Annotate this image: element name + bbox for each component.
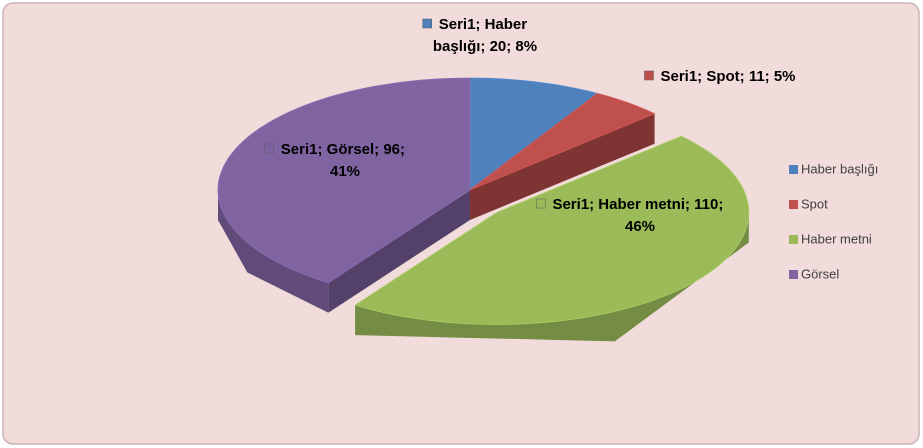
data-label: Seri1; Görsel; 96; 41% [281,141,409,180]
slice-top [469,92,656,191]
data-label: Seri1; Spot; 11; 5% [660,68,795,85]
legend-swatch [789,200,798,209]
data-label-line: Seri1; Haber metni; 110; [552,196,727,213]
legend-label: Görsel [801,266,839,281]
data-label: Seri1; Haber başlığı; 20; 8% [433,16,537,55]
data-label-line: Seri1; Görsel; 96; [281,141,409,158]
legend-label: Haber metni [801,231,872,246]
slice [354,135,750,342]
slice [469,92,656,220]
slice-top [354,135,750,325]
slice [217,77,471,313]
slice-top [217,77,471,284]
slice-top [469,77,599,191]
data-label-marker [264,143,275,154]
data-label-line: Seri1; Spot; 11; 5% [660,68,795,85]
legend-label: Spot [801,196,828,211]
data-label-marker [422,18,432,29]
slice-wall [328,190,470,313]
legend-swatch [789,165,798,174]
legend-swatch [789,270,798,279]
data-label-marker [644,70,654,81]
legend-label: Haber başlığı [801,161,878,176]
data-label-line: 41% [330,163,360,180]
data-label: Seri1; Haber metni; 110; 46% [552,196,727,235]
data-label-line: başlığı; 20; 8% [433,38,537,55]
data-label-marker [536,198,546,209]
slice-wall [470,113,655,220]
legend-swatch [789,235,798,244]
data-label-line: Seri1; Haber [439,16,532,33]
slice-side [355,212,749,342]
slice-side [218,190,329,313]
data-label-line: 46% [625,218,655,235]
